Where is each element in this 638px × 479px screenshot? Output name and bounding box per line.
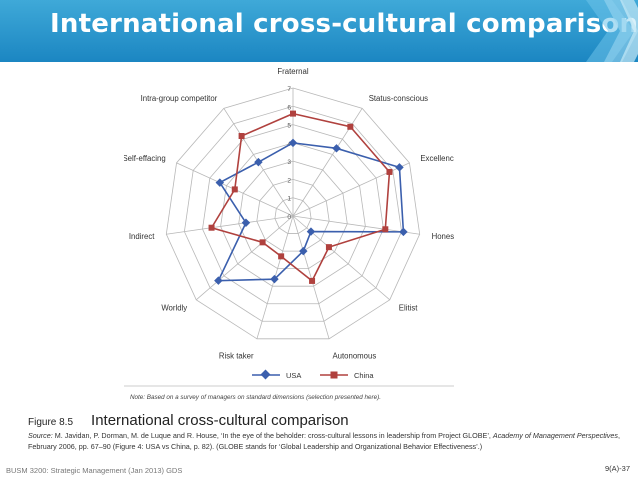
axis-label: Status-conscious [369, 94, 428, 103]
axis-label: Self-effacing [124, 154, 166, 163]
legend-usa-marker [260, 369, 271, 380]
source-label: Source: [28, 431, 53, 440]
legend-china-marker [330, 371, 338, 379]
source-tail: , February 2006, pp. 67–90 (Figure 4: US… [28, 431, 620, 451]
axis-label: Intra-group competitor [141, 94, 218, 103]
point-usa [241, 218, 251, 228]
axis-label: Worldly [161, 304, 187, 313]
axis-label: Elitist [399, 304, 418, 313]
grid-ring [165, 87, 421, 340]
point-china [231, 186, 238, 193]
chart-note: Note: Based on a survey of managers on s… [130, 394, 381, 401]
figure-title: International cross-cultural comparison [91, 412, 349, 429]
point-usa [399, 227, 408, 237]
point-usa [270, 274, 279, 284]
tick-label: 3 [287, 159, 291, 166]
title-bar: International cross-cultural comparison [0, 0, 638, 62]
axis-label: Fraternal [277, 68, 308, 76]
grid-ring [256, 179, 330, 252]
figure-caption: Figure 8.5 International cross-cultural c… [28, 412, 628, 452]
slide-title: International cross-cultural comparison [50, 9, 638, 39]
point-usa [306, 227, 316, 236]
axis-label: Autonomous [332, 351, 376, 360]
axis-label: Honest [432, 232, 454, 241]
point-usa [254, 157, 263, 167]
source-journal: Academy of Management Perspectives [492, 431, 618, 440]
axis-spoke [292, 215, 330, 339]
point-usa [395, 163, 404, 172]
figure-source: Source: M. Javidan, P. Dorman, M. de Luq… [28, 431, 628, 452]
grid-ring [274, 197, 312, 234]
axis-label: Risk taker [219, 351, 254, 360]
tick-label: 7 [287, 86, 291, 93]
point-usa [299, 246, 308, 256]
figure-number: Figure 8.5 [28, 417, 74, 428]
axis-label: Excellence-oriented [420, 154, 454, 163]
series-line-china [210, 112, 391, 283]
point-china [386, 168, 393, 175]
point-china [325, 244, 332, 251]
point-china [347, 123, 354, 130]
point-china [259, 239, 266, 246]
legend-usa-label: USA [286, 371, 301, 380]
axis-spoke [292, 215, 390, 301]
axis-label: Indirect [129, 232, 155, 241]
source-text: M. Javidan, P. Dorman, M. de Luque and R… [54, 431, 491, 440]
point-china [290, 110, 296, 117]
tick-label: 2 [287, 177, 291, 184]
point-china [238, 133, 245, 140]
axis-spoke [166, 215, 294, 235]
tick-label: 6 [287, 104, 291, 111]
point-usa [288, 138, 298, 148]
grid-ring [202, 124, 384, 305]
grid-ring [220, 142, 366, 287]
point-china [309, 277, 316, 284]
decorative-arrows-icon [586, 0, 638, 62]
tick-label: 5 [287, 123, 291, 130]
point-china [208, 224, 215, 231]
point-china [278, 253, 285, 260]
point-china [382, 226, 389, 233]
course-footer: BUSM 3200: Strategic Management (Jan 201… [6, 466, 183, 475]
legend-china-label: China [354, 371, 374, 380]
point-usa [214, 276, 223, 285]
point-usa [215, 178, 225, 187]
tick-label: 0 [287, 214, 291, 221]
axis-spoke [196, 215, 294, 301]
grid-ring [238, 160, 348, 270]
page-number: 9(A)-37 [604, 464, 630, 473]
tick-label: 1 [287, 196, 291, 203]
point-usa [332, 144, 341, 153]
series-line-usa [217, 142, 405, 282]
